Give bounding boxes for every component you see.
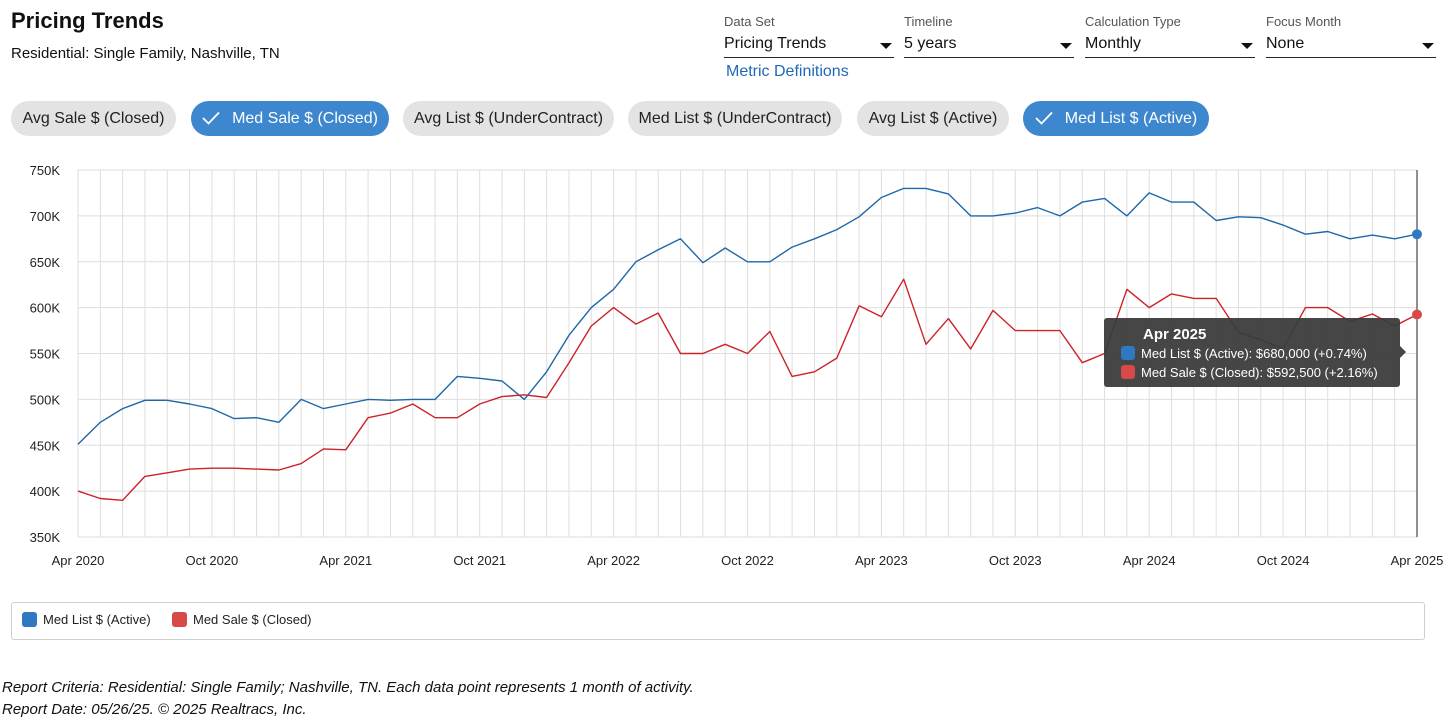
- calc-type-dropdown[interactable]: Calculation Type Monthly: [1085, 14, 1255, 58]
- report-criteria: Report Criteria: Residential: Single Fam…: [2, 679, 694, 696]
- pill-label: Avg Sale $ (Closed): [22, 110, 165, 127]
- caret-down-icon[interactable]: [1422, 43, 1434, 49]
- x-tick-label: Oct 2022: [721, 553, 774, 568]
- tooltip-row-text: Med Sale $ (Closed): $592,500 (+2.16%): [1141, 365, 1378, 380]
- blue-swatch-icon: [1121, 346, 1135, 360]
- dataset-label: Data Set: [724, 14, 775, 29]
- red-swatch-icon: [172, 612, 187, 627]
- caret-down-icon[interactable]: [880, 43, 892, 49]
- metric-definitions-link[interactable]: Metric Definitions: [726, 63, 849, 80]
- x-tick-label: Oct 2024: [1257, 553, 1310, 568]
- pill-label: Med List $ (UnderContract): [638, 110, 832, 127]
- legend-item-med-list-active[interactable]: Med List $ (Active): [22, 612, 151, 627]
- series-line-med-sale-closed: [77, 278, 1418, 501]
- dataset-select[interactable]: Pricing Trends: [724, 35, 894, 58]
- pill-label: Avg List $ (Active): [868, 110, 998, 127]
- page-title: Pricing Trends: [11, 8, 164, 33]
- y-tick-label: 750K: [30, 163, 61, 178]
- timeline-value: 5 years: [904, 35, 957, 52]
- x-tick-label: Oct 2020: [186, 553, 239, 568]
- x-tick-label: Apr 2024: [1123, 553, 1176, 568]
- x-tick-label: Apr 2022: [587, 553, 640, 568]
- blue-swatch-icon: [22, 612, 37, 627]
- checkmark-icon: [202, 103, 220, 138]
- pill-label: Med List $ (Active): [1064, 110, 1198, 127]
- x-tick-label: Oct 2023: [989, 553, 1042, 568]
- tooltip-title: Apr 2025: [1143, 326, 1207, 343]
- dataset-value: Pricing Trends: [724, 35, 827, 52]
- series-line-med-list-active: [77, 187, 1418, 445]
- y-tick-label: 700K: [30, 209, 61, 224]
- timeline-label: Timeline: [904, 14, 953, 29]
- pill-label: Med Sale $ (Closed): [232, 110, 378, 127]
- pill-avg-sale-closed[interactable]: Avg Sale $ (Closed): [11, 101, 176, 136]
- pill-label: Avg List $ (UnderContract): [413, 110, 604, 127]
- pill-med-list-active[interactable]: Med List $ (Active): [1023, 101, 1209, 136]
- y-tick-label: 600K: [30, 301, 61, 316]
- focus-month-label: Focus Month: [1266, 14, 1342, 29]
- chart-series: [77, 187, 1418, 501]
- legend-label: Med Sale $ (Closed): [193, 612, 312, 627]
- x-tick-label: Apr 2021: [319, 553, 372, 568]
- focus-month-value: None: [1266, 35, 1305, 52]
- focus-month-select[interactable]: None: [1266, 35, 1436, 58]
- pill-med-list-undercontract[interactable]: Med List $ (UnderContract): [628, 101, 842, 136]
- caret-down-icon[interactable]: [1060, 43, 1072, 49]
- page-subtitle: Residential: Single Family, Nashville, T…: [11, 45, 280, 62]
- x-tick-label: Oct 2021: [453, 553, 506, 568]
- focus-point-marker: [1412, 309, 1422, 320]
- timeline-dropdown[interactable]: Timeline 5 years: [904, 14, 1074, 58]
- x-axis: Apr 2020 Oct 2020 Apr 2021 Oct 2021 Apr 2022…: [52, 553, 1444, 568]
- tooltip-row-list: Med List $ (Active): $680,000 (+0.74%): [1121, 346, 1367, 361]
- legend-label: Med List $ (Active): [43, 612, 151, 627]
- y-tick-label: 350K: [30, 530, 61, 545]
- chart-markers[interactable]: [1412, 229, 1422, 320]
- pill-med-sale-closed[interactable]: Med Sale $ (Closed): [191, 101, 389, 136]
- x-tick-label: Apr 2020: [52, 553, 105, 568]
- y-tick-label: 650K: [30, 255, 61, 270]
- caret-down-icon[interactable]: [1241, 43, 1253, 49]
- chart-tooltip: Apr 2025 Med List $ (Active): $680,000 (…: [1104, 318, 1406, 387]
- focus-month-dropdown[interactable]: Focus Month None: [1266, 14, 1436, 58]
- y-tick-label: 450K: [30, 438, 61, 453]
- calc-type-label: Calculation Type: [1085, 14, 1181, 29]
- y-tick-label: 500K: [30, 392, 61, 407]
- calc-type-select[interactable]: Monthly: [1085, 35, 1255, 58]
- calc-type-value: Monthly: [1085, 35, 1142, 52]
- dataset-dropdown[interactable]: Data Set Pricing Trends: [724, 14, 894, 58]
- x-tick-label: Apr 2025: [1391, 553, 1444, 568]
- checkmark-icon: [1035, 103, 1053, 138]
- pill-avg-list-undercontract[interactable]: Avg List $ (UnderContract): [403, 101, 614, 136]
- x-tick-label: Apr 2023: [855, 553, 908, 568]
- timeline-select[interactable]: 5 years: [904, 35, 1074, 58]
- y-tick-label: 550K: [30, 347, 61, 362]
- pill-avg-list-active[interactable]: Avg List $ (Active): [857, 101, 1009, 136]
- y-axis: 350K 400K 450K 500K 550K 600K 650K 700K 750K: [30, 163, 61, 545]
- chart-legend: Med List $ (Active) Med Sale $ (Closed): [11, 602, 1425, 640]
- red-swatch-icon: [1121, 365, 1135, 379]
- tooltip-row-sale: Med Sale $ (Closed): $592,500 (+2.16%): [1121, 365, 1378, 380]
- legend-item-med-sale-closed[interactable]: Med Sale $ (Closed): [172, 612, 312, 627]
- report-date: Report Date: 05/26/25. © 2025 Realtracs,…: [2, 701, 307, 718]
- y-tick-label: 400K: [30, 484, 61, 499]
- focus-point-marker: [1412, 229, 1422, 240]
- tooltip-row-text: Med List $ (Active): $680,000 (+0.74%): [1141, 346, 1367, 361]
